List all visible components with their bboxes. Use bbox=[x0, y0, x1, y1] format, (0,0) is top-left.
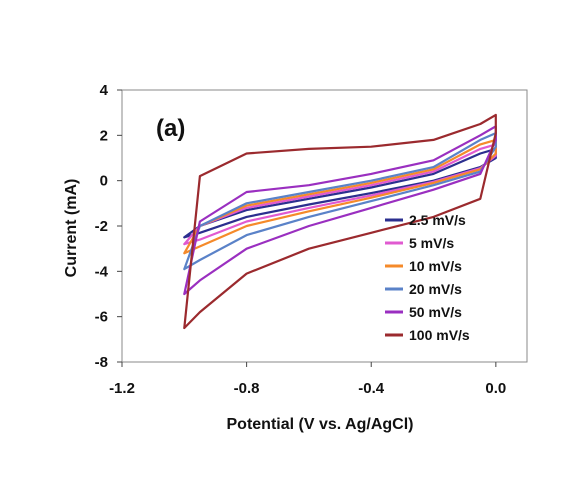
y-tick-label: -4 bbox=[95, 263, 109, 280]
y-tick-label: 2 bbox=[100, 127, 108, 144]
legend-label: 10 mV/s bbox=[409, 258, 462, 274]
cv-curve-series-5 bbox=[183, 113, 497, 330]
y-tick-label: -2 bbox=[95, 218, 108, 235]
y-axis-ticks: 4 2 0 -2 -4 -6 -8 bbox=[95, 82, 122, 371]
y-tick-label: 4 bbox=[100, 82, 109, 99]
plot-area-frame bbox=[121, 89, 528, 363]
x-tick-label: -0.8 bbox=[234, 380, 260, 397]
panel-label: (a) bbox=[156, 115, 185, 142]
x-axis-title: Potential (V vs. Ag/AgCl) bbox=[227, 416, 414, 433]
y-tick-label: -8 bbox=[95, 354, 108, 371]
y-tick-label: -6 bbox=[95, 309, 108, 326]
legend-label: 2.5 mV/s bbox=[409, 212, 466, 228]
legend: 2.5 mV/s 5 mV/s 10 mV/s 20 mV/s 50 mV/s 100 m… bbox=[385, 212, 470, 343]
y-tick-label: 0 bbox=[100, 173, 108, 190]
legend-label: 50 mV/s bbox=[409, 304, 462, 320]
x-tick-label: -0.4 bbox=[358, 380, 385, 397]
y-axis-title: Current (mA) bbox=[63, 179, 80, 278]
legend-label: 5 mV/s bbox=[409, 235, 454, 251]
x-tick-label: -1.2 bbox=[109, 380, 135, 397]
cv-curves bbox=[183, 113, 497, 330]
legend-label: 20 mV/s bbox=[409, 281, 462, 297]
legend-label: 100 mV/s bbox=[409, 327, 470, 343]
x-axis-ticks: -1.2 -0.8 -0.4 0.0 bbox=[109, 362, 506, 397]
x-tick-label: 0.0 bbox=[485, 380, 506, 397]
